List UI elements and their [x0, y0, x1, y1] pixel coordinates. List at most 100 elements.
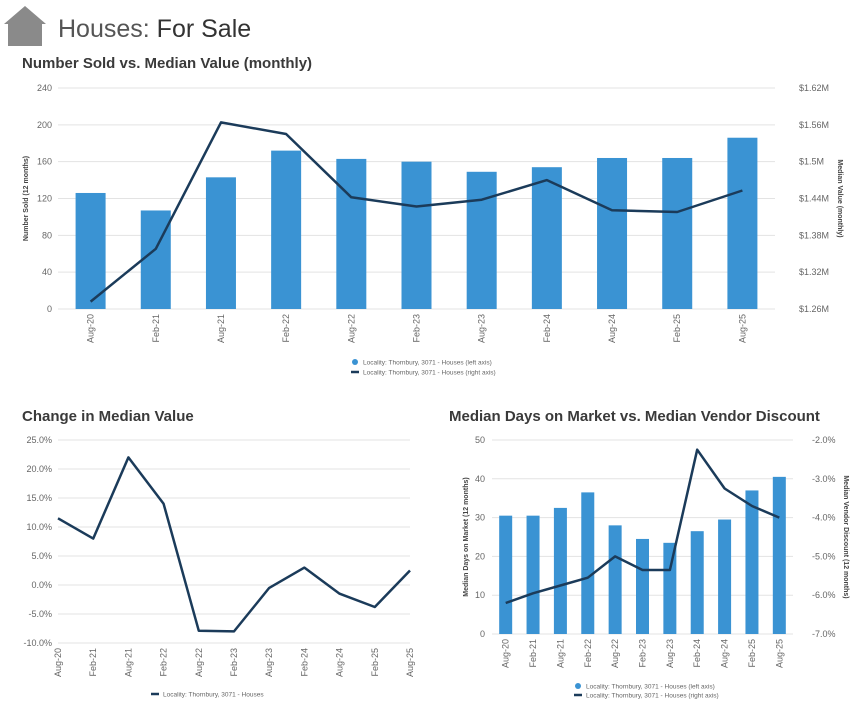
- page-header: Houses: For Sale: [0, 0, 851, 50]
- bar: [75, 192, 106, 309]
- y2-tick-label: -4.0%: [812, 513, 836, 523]
- x-tick-label: Feb-23: [229, 648, 239, 677]
- y-tick-label: 50: [475, 435, 485, 445]
- chart-title-change-median: Change in Median Value: [22, 408, 194, 425]
- y-axis-title: Number Sold (12 months): [23, 156, 30, 241]
- x-tick-label: Aug-20: [86, 314, 96, 343]
- x-tick-label: Aug-20: [501, 639, 511, 668]
- x-tick-label: Feb-21: [528, 639, 538, 668]
- bar: [140, 210, 171, 309]
- x-tick-label: Aug-21: [216, 314, 226, 343]
- bar: [526, 515, 540, 634]
- bar: [499, 515, 513, 634]
- x-tick-label: Aug-24: [335, 648, 345, 677]
- x-tick-label: Aug-22: [346, 314, 356, 343]
- y-tick-label: 160: [37, 157, 52, 167]
- x-tick-label: Aug-22: [194, 648, 204, 677]
- x-tick-label: Aug-20: [53, 648, 63, 677]
- legend-entry: Locality: Thornbury, 3071 - Houses (left…: [363, 360, 492, 367]
- y-tick-label: 240: [37, 83, 52, 93]
- y-tick-label: 20: [475, 551, 485, 561]
- y-tick-label: 5.0%: [31, 551, 52, 561]
- x-tick-label: Feb-25: [672, 314, 682, 343]
- legend-marker-circle: [575, 683, 581, 689]
- x-tick-label: Aug-21: [123, 648, 133, 677]
- y2-tick-label: -6.0%: [812, 590, 836, 600]
- page-title-prefix: Houses:: [58, 15, 150, 43]
- x-tick-label: Aug-23: [477, 314, 487, 343]
- x-tick-label: Feb-24: [299, 648, 309, 677]
- y2-tick-label: $1.44M: [799, 194, 829, 204]
- legend-marker-circle: [352, 359, 358, 365]
- y2-tick-label: $1.5M: [799, 157, 824, 167]
- bar: [608, 525, 622, 634]
- legend-entry: Locality: Thornbury, 3071 - Houses (righ…: [586, 693, 719, 700]
- x-tick-label: Feb-25: [747, 639, 757, 668]
- bar: [531, 167, 562, 309]
- x-tick-label: Feb-21: [88, 648, 98, 677]
- y-axis-title: Median Days on Market (12 months): [463, 477, 470, 596]
- y-tick-label: 40: [475, 474, 485, 484]
- bar: [581, 492, 595, 634]
- x-tick-label: Feb-24: [542, 314, 552, 343]
- x-tick-label: Feb-22: [159, 648, 169, 677]
- legend-entry: Locality: Thornbury, 3071 - Houses: [163, 692, 264, 699]
- bar: [466, 171, 497, 309]
- bar: [636, 538, 649, 634]
- y2-axis-title: Median Vendor Discount (12 months): [842, 475, 849, 598]
- x-tick-label: Aug-21: [555, 639, 565, 668]
- legend-entry: Locality: Thornbury, 3071 - Houses (righ…: [363, 370, 496, 377]
- bar: [553, 507, 567, 634]
- x-tick-label: Aug-23: [264, 648, 274, 677]
- y2-tick-label: $1.56M: [799, 120, 829, 130]
- bar: [772, 476, 786, 634]
- x-tick-label: Feb-24: [692, 639, 702, 668]
- y-tick-label: 10.0%: [26, 522, 52, 532]
- bar: [663, 542, 677, 634]
- y-tick-label: 0: [47, 304, 52, 314]
- x-tick-label: Aug-25: [405, 648, 415, 677]
- y-tick-label: 200: [37, 120, 52, 130]
- bar: [336, 158, 367, 309]
- y2-tick-label: $1.38M: [799, 230, 829, 240]
- bar: [662, 157, 693, 309]
- bar: [401, 161, 432, 309]
- legend-entry: Locality: Thornbury, 3071 - Houses (left…: [586, 684, 715, 691]
- bar: [727, 137, 758, 309]
- x-tick-label: Aug-24: [607, 314, 617, 343]
- x-tick-label: Aug-25: [774, 639, 784, 668]
- x-tick-label: Feb-21: [151, 314, 161, 343]
- chart-title-days-vs-discount: Median Days on Market vs. Median Vendor …: [449, 408, 820, 425]
- bar: [597, 157, 628, 309]
- y-tick-label: 0.0%: [31, 580, 52, 590]
- bar: [690, 531, 704, 634]
- x-tick-label: Feb-22: [281, 314, 291, 343]
- page-title: Houses: For Sale: [58, 15, 251, 44]
- y-tick-label: 15.0%: [26, 493, 52, 503]
- y-tick-label: 40: [42, 267, 52, 277]
- y2-tick-label: $1.32M: [799, 267, 829, 277]
- y-tick-label: -10.0%: [23, 638, 52, 648]
- series-line: [89, 121, 743, 303]
- y2-tick-label: -3.0%: [812, 474, 836, 484]
- x-tick-label: Feb-23: [412, 314, 422, 343]
- y2-tick-label: -7.0%: [812, 629, 836, 639]
- x-tick-label: Feb-23: [638, 639, 648, 668]
- bar: [745, 490, 759, 634]
- chart-title-sold-vs-value: Number Sold vs. Median Value (monthly): [22, 55, 313, 72]
- y-tick-label: 20.0%: [26, 464, 52, 474]
- bar: [271, 150, 302, 309]
- y-tick-label: -5.0%: [28, 609, 52, 619]
- x-tick-label: Aug-23: [665, 639, 675, 668]
- series-line: [57, 456, 411, 633]
- y2-tick-label: $1.62M: [799, 83, 829, 93]
- y-tick-label: 30: [475, 513, 485, 523]
- y-tick-label: 25.0%: [26, 435, 52, 445]
- bar: [718, 519, 732, 634]
- y-tick-label: 10: [475, 590, 485, 600]
- x-tick-label: Aug-22: [610, 639, 620, 668]
- x-tick-label: Aug-24: [720, 639, 730, 668]
- x-tick-label: Aug-25: [737, 314, 747, 343]
- y2-tick-label: -2.0%: [812, 435, 836, 445]
